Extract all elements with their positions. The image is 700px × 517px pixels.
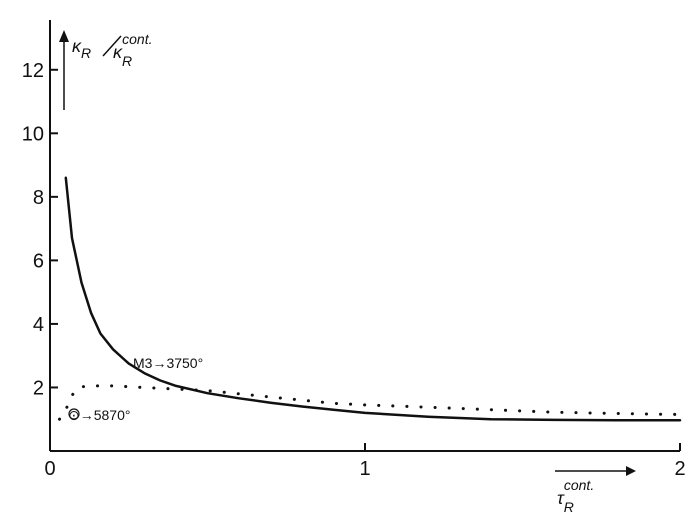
x-tick-label-0: 0 <box>44 458 55 480</box>
y-tick-label-0: 2 <box>33 377 44 399</box>
y-label-den-sup: cont. <box>122 31 152 47</box>
series-line-0 <box>64 176 682 422</box>
sun-symbol-ring <box>68 408 80 420</box>
x-axis-label: τRcont. <box>557 477 594 515</box>
y-tick-label-1: 4 <box>33 314 44 336</box>
y-label-num: κ <box>72 36 82 56</box>
y-axis-label-numerator: κR <box>72 36 91 61</box>
x-tick-label-2: 2 <box>674 458 685 480</box>
series <box>58 176 682 422</box>
series-label-m3: M3→3750° <box>133 355 203 371</box>
y-axis-label-arrowhead <box>59 30 69 42</box>
x-axis-label-arrowhead <box>626 466 636 476</box>
y-label-den: κ <box>113 42 123 62</box>
x-label-sup: cont. <box>564 477 594 493</box>
y-axis-label-slash <box>102 35 122 57</box>
x-label-sub: R <box>564 499 574 515</box>
y-tick-label-5: 12 <box>22 60 44 82</box>
y-label-num-sub: R <box>81 45 91 61</box>
y-axis-label-denominator: κRcont. <box>113 31 152 69</box>
axes <box>49 20 680 452</box>
y-tick-label-4: 10 <box>22 123 44 145</box>
x-tick-label-1: 1 <box>359 458 370 480</box>
x-label-main: τ <box>557 488 565 508</box>
y-tick-label-3: 8 <box>33 187 44 209</box>
series-line-1 <box>58 384 682 421</box>
y-tick-label-2: 6 <box>33 250 44 272</box>
y-label-den-sub: R <box>122 53 132 69</box>
series-label-sun: ⊙→5870° <box>68 407 130 423</box>
